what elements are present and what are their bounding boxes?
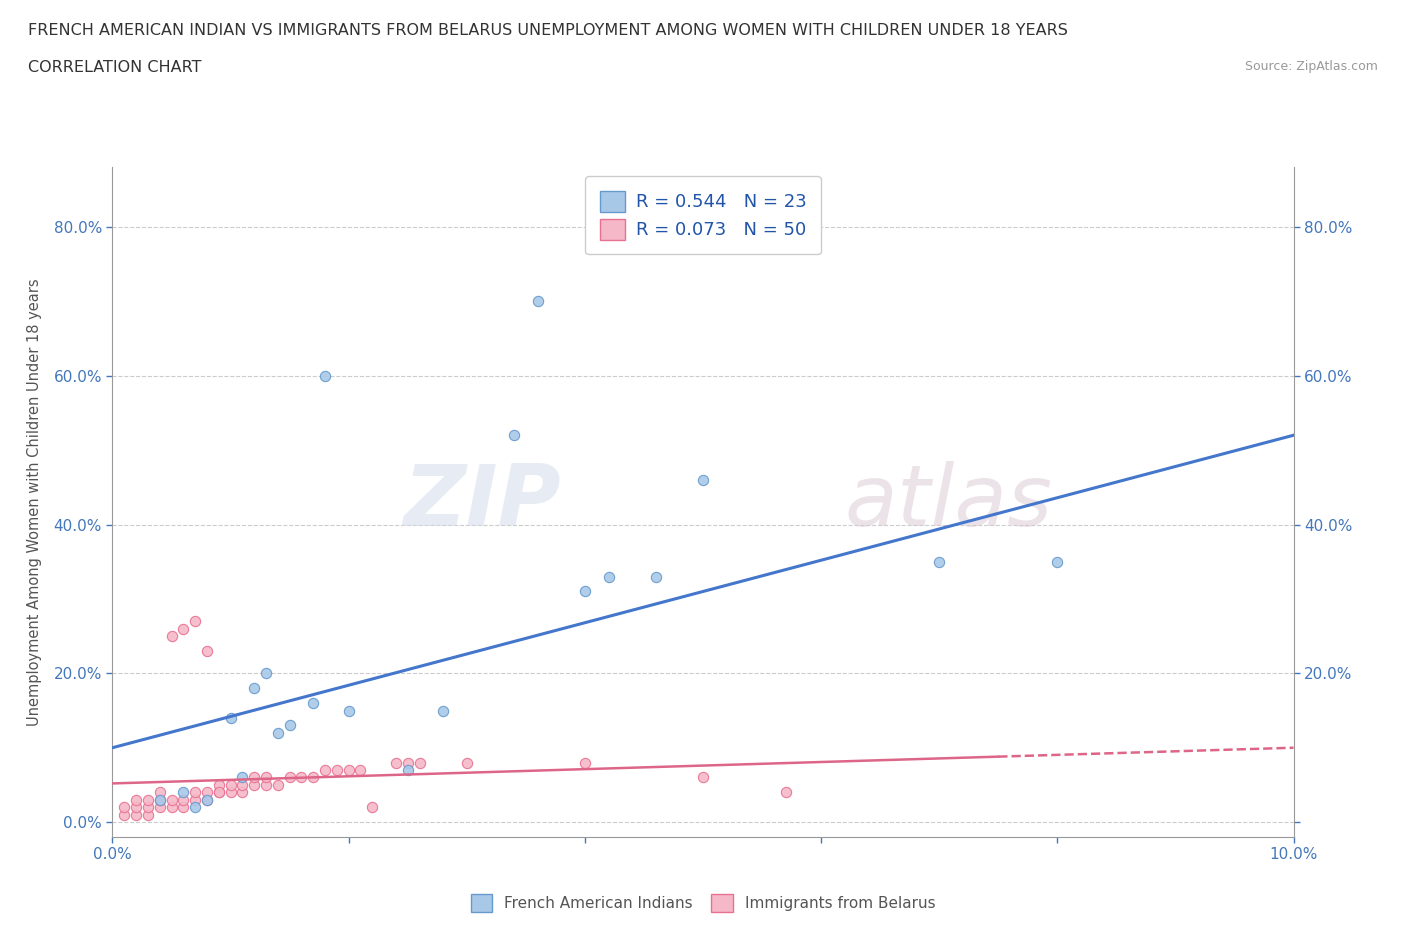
Point xyxy=(326,763,349,777)
Point xyxy=(408,755,430,770)
Point xyxy=(219,711,242,725)
Point xyxy=(136,807,159,822)
Legend: French American Indians, Immigrants from Belarus: French American Indians, Immigrants from… xyxy=(464,888,942,918)
Point xyxy=(337,703,360,718)
Point xyxy=(644,569,666,584)
Point xyxy=(149,800,172,815)
Text: FRENCH AMERICAN INDIAN VS IMMIGRANTS FROM BELARUS UNEMPLOYMENT AMONG WOMEN WITH : FRENCH AMERICAN INDIAN VS IMMIGRANTS FRO… xyxy=(28,23,1069,38)
Point xyxy=(254,770,277,785)
Point xyxy=(219,777,242,792)
Point xyxy=(160,629,183,644)
Point xyxy=(503,428,526,443)
Point xyxy=(172,792,194,807)
Point xyxy=(432,703,454,718)
Point xyxy=(302,770,325,785)
Point xyxy=(149,792,172,807)
Point xyxy=(231,777,253,792)
Point xyxy=(231,785,253,800)
Point xyxy=(149,792,172,807)
Point xyxy=(125,792,148,807)
Point xyxy=(1046,554,1069,569)
Point xyxy=(125,807,148,822)
Point xyxy=(136,792,159,807)
Point xyxy=(598,569,620,584)
Point xyxy=(208,777,231,792)
Point xyxy=(254,666,277,681)
Point xyxy=(149,785,172,800)
Point xyxy=(231,770,253,785)
Point xyxy=(278,770,301,785)
Point xyxy=(219,785,242,800)
Point xyxy=(172,785,194,800)
Point xyxy=(195,644,218,658)
Point xyxy=(574,584,596,599)
Point xyxy=(314,368,336,383)
Point xyxy=(184,614,207,629)
Text: atlas: atlas xyxy=(845,460,1053,544)
Point xyxy=(267,725,290,740)
Point xyxy=(160,792,183,807)
Point xyxy=(136,800,159,815)
Point xyxy=(526,294,548,309)
Point xyxy=(112,800,135,815)
Point xyxy=(172,800,194,815)
Point xyxy=(195,792,218,807)
Point xyxy=(361,800,384,815)
Point xyxy=(208,785,231,800)
Point xyxy=(254,777,277,792)
Point xyxy=(574,755,596,770)
Point xyxy=(290,770,312,785)
Point xyxy=(692,770,714,785)
Text: Source: ZipAtlas.com: Source: ZipAtlas.com xyxy=(1244,60,1378,73)
Point xyxy=(349,763,371,777)
Point xyxy=(184,800,207,815)
Point xyxy=(184,785,207,800)
Point xyxy=(243,777,266,792)
Point xyxy=(125,800,148,815)
Point xyxy=(396,763,419,777)
Point xyxy=(172,621,194,636)
Point xyxy=(692,472,714,487)
Text: ZIP: ZIP xyxy=(404,460,561,544)
Point xyxy=(278,718,301,733)
Point xyxy=(160,800,183,815)
Point xyxy=(208,785,231,800)
Point xyxy=(396,755,419,770)
Point xyxy=(302,696,325,711)
Legend: R = 0.544   N = 23, R = 0.073   N = 50: R = 0.544 N = 23, R = 0.073 N = 50 xyxy=(585,177,821,254)
Point xyxy=(928,554,950,569)
Point xyxy=(456,755,478,770)
Point xyxy=(385,755,408,770)
Point xyxy=(775,785,797,800)
Point xyxy=(195,785,218,800)
Y-axis label: Unemployment Among Women with Children Under 18 years: Unemployment Among Women with Children U… xyxy=(28,278,42,726)
Point xyxy=(267,777,290,792)
Point xyxy=(337,763,360,777)
Point xyxy=(314,763,336,777)
Point xyxy=(112,807,135,822)
Point xyxy=(243,770,266,785)
Point xyxy=(243,681,266,696)
Point xyxy=(195,792,218,807)
Text: CORRELATION CHART: CORRELATION CHART xyxy=(28,60,201,75)
Point xyxy=(184,792,207,807)
